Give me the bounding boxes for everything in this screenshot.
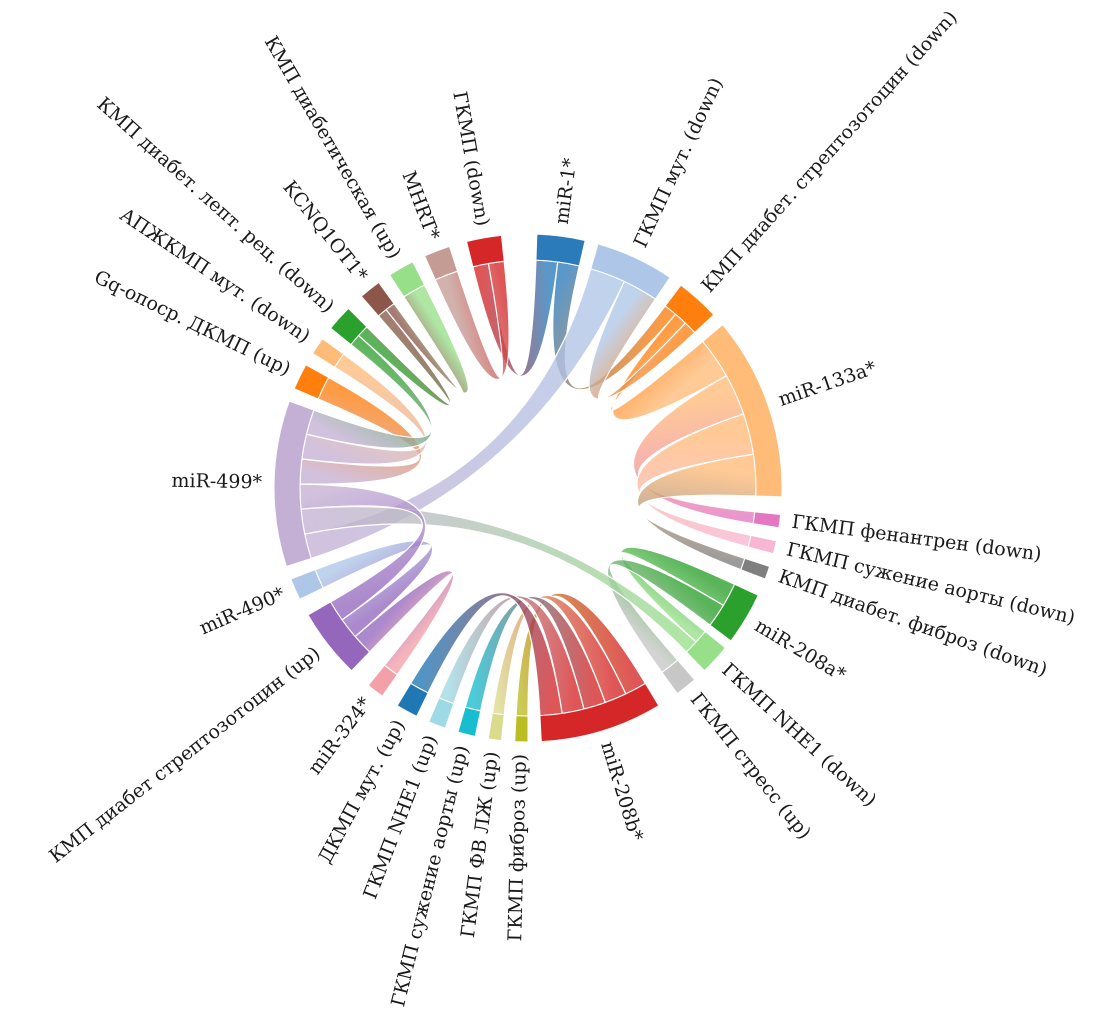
segment-label: miR-499*	[171, 470, 262, 494]
segment-arc	[293, 364, 330, 400]
segment-label: miR-208b*	[596, 739, 647, 844]
segment-arc	[539, 682, 660, 743]
segment-arc	[367, 664, 398, 697]
ribbon-layer	[299, 259, 757, 717]
segment-label: miR-490*	[196, 583, 288, 639]
segment-label: Gq-опоср. ДКМП (up)	[91, 266, 294, 380]
segment-arc	[457, 706, 482, 738]
segment-label: ГКМП сужение аорты (up)	[387, 743, 473, 1009]
segment-arc	[307, 601, 371, 672]
segment-arc	[661, 659, 696, 695]
segment-label: miR-133a*	[776, 357, 880, 411]
segment-arc	[701, 324, 783, 498]
segment-arc	[273, 400, 315, 568]
segment-arc	[290, 569, 324, 601]
segment-arc	[752, 511, 782, 529]
segment-label: ГКМП мут. (down)	[630, 74, 728, 251]
segment-arc	[388, 261, 426, 298]
segment-label: ГКМП NHE1 (down)	[717, 659, 880, 811]
segment-arc	[424, 245, 459, 281]
segment-arc	[685, 630, 727, 672]
segment-arc	[311, 338, 345, 368]
arc-layer	[273, 233, 783, 743]
segment-label: miR-1*	[551, 156, 582, 225]
segment-label: MHRT*	[397, 168, 444, 244]
segment-label: miR-208a*	[751, 615, 850, 687]
segment-arc	[747, 534, 778, 555]
segment-label: КМП диабет. стрептозотоцин (down)	[697, 6, 962, 297]
segment-arc	[396, 682, 429, 717]
segment-label: ГКМП (down)	[448, 90, 493, 228]
segment-arc	[590, 243, 671, 300]
segment-arc	[360, 281, 395, 317]
segment-arc	[535, 233, 586, 267]
segment-arc	[709, 583, 759, 642]
segment-arc	[465, 234, 505, 268]
segment-label: ГКМП фиброз (up)	[504, 754, 531, 942]
segment-arc	[514, 715, 529, 743]
label-layer: miR-1* ГКМП мут. (down)КМП диабет. стрепт…	[45, 6, 1077, 1008]
segment-arc	[664, 284, 715, 334]
segment-arc	[740, 557, 771, 580]
segment-arc	[487, 712, 505, 742]
segment-arc	[428, 697, 455, 729]
segment-label: ГКМП стресс (up)	[686, 689, 816, 844]
segment-arc	[329, 307, 368, 346]
segment-label: КМП диабет стрептозотоцин (up)	[45, 642, 324, 867]
